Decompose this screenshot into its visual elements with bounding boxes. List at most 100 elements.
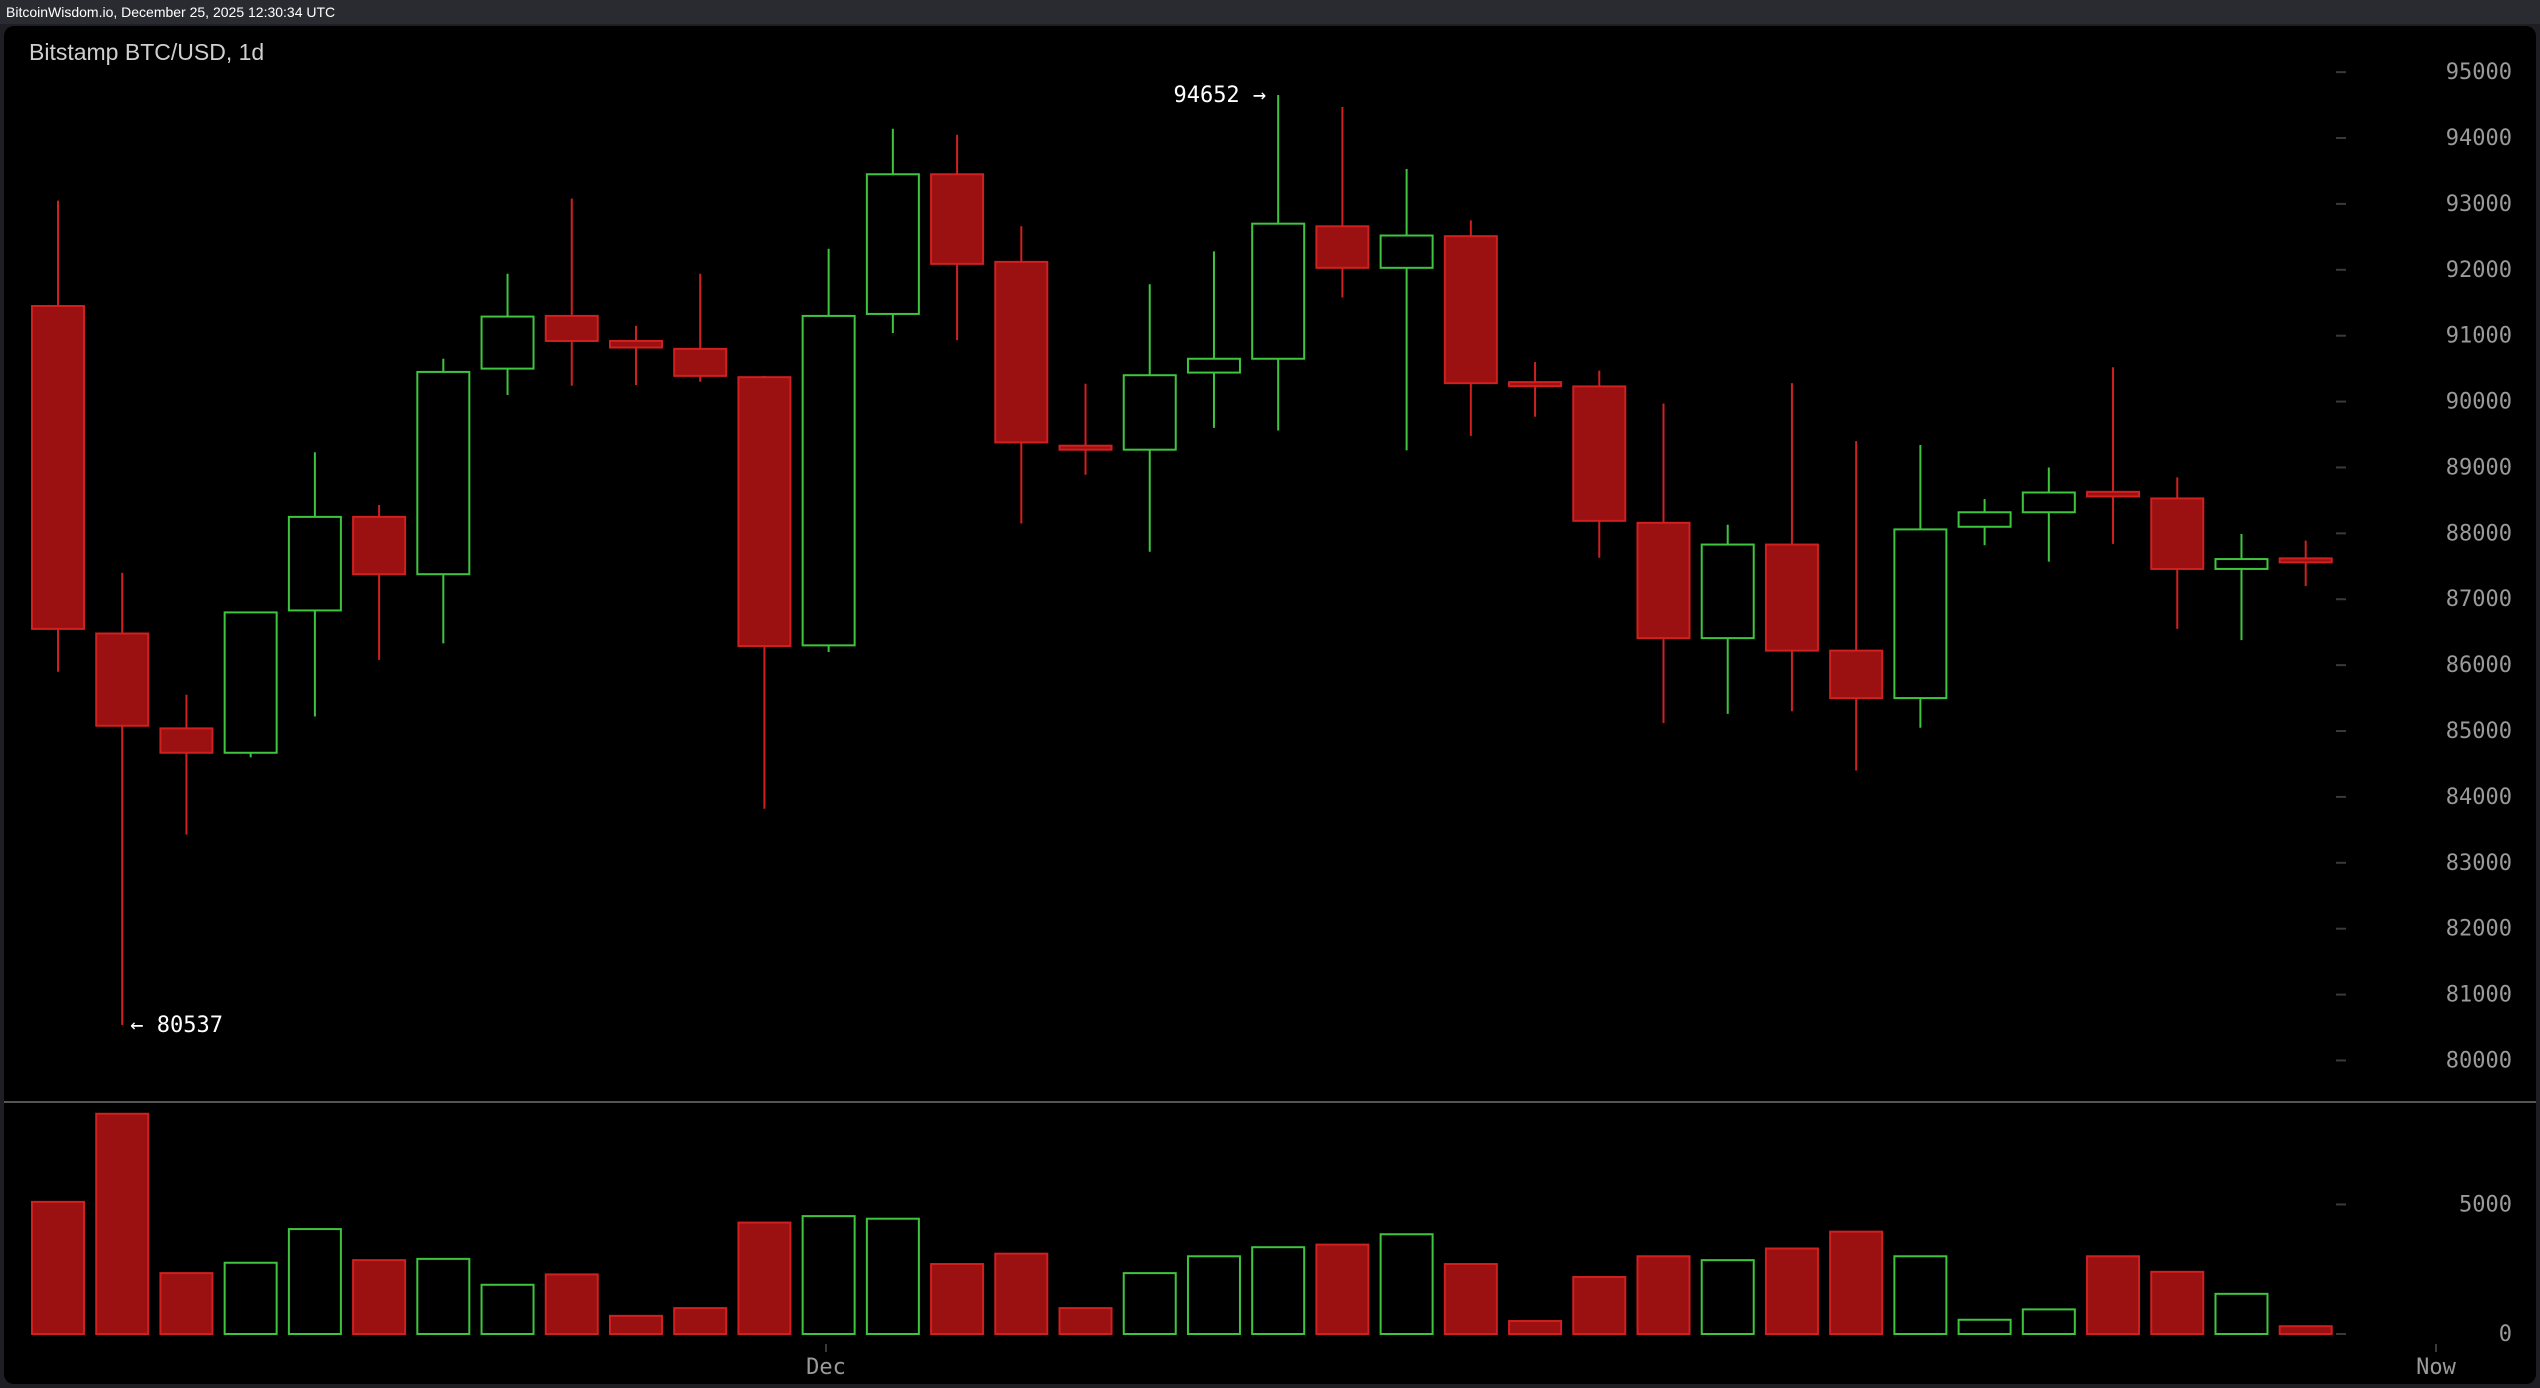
candle[interactable] — [865, 128, 920, 334]
candle[interactable] — [801, 248, 856, 652]
candle[interactable] — [608, 325, 663, 386]
volume-bar-up[interactable] — [223, 1261, 278, 1335]
price-tick-label: 91000 — [2446, 324, 2512, 349]
volume-bar-down[interactable] — [352, 1259, 407, 1335]
candle[interactable] — [673, 273, 728, 382]
candle[interactable] — [31, 200, 85, 672]
candle[interactable] — [159, 694, 214, 835]
volume-bar-down[interactable] — [1636, 1255, 1691, 1335]
volume-bar-down[interactable] — [1058, 1307, 1113, 1336]
volume-bar-down[interactable] — [95, 1112, 150, 1335]
candle[interactable] — [994, 226, 1049, 524]
volume-bar-down[interactable] — [608, 1314, 663, 1336]
price-tick-label: 83000 — [2446, 851, 2512, 876]
volume-bars-layer — [31, 1112, 2333, 1336]
candle[interactable] — [1893, 445, 1948, 728]
candle-body-up — [287, 515, 342, 612]
volume-bar-down[interactable] — [2278, 1325, 2333, 1336]
candle-body-down — [1572, 385, 1627, 522]
price-tick-label: 86000 — [2446, 653, 2512, 678]
candle-body-down — [352, 515, 407, 576]
volume-bar-up[interactable] — [1379, 1233, 1434, 1335]
price-tick-label: 84000 — [2446, 785, 2512, 810]
candle[interactable] — [1508, 362, 1563, 417]
volume-bar-up[interactable] — [1893, 1255, 1948, 1335]
volume-bar-down[interactable] — [2150, 1270, 2205, 1336]
candle[interactable] — [1829, 441, 1884, 771]
candle[interactable] — [287, 452, 342, 717]
volume-bar-up[interactable] — [416, 1257, 471, 1336]
volume-bar-up[interactable] — [1251, 1246, 1306, 1336]
candle[interactable] — [1636, 403, 1691, 724]
candle[interactable] — [95, 572, 150, 1026]
candle[interactable] — [2021, 467, 2076, 562]
volume-tick-label: 0 — [2499, 1322, 2512, 1347]
candle-body-down — [1443, 235, 1498, 385]
volume-bar-down[interactable] — [31, 1200, 85, 1336]
candle-body-up — [223, 611, 278, 754]
candlestick-chart[interactable]: Bitstamp BTC/USD, 1d 80000 81000 82000 8300… — [4, 26, 2536, 1384]
volume-bar-up[interactable] — [865, 1217, 920, 1336]
volume-bar-down[interactable] — [673, 1307, 728, 1336]
candle-body-up — [1379, 234, 1434, 269]
candle[interactable] — [416, 358, 471, 644]
time-axis: Dec Now — [806, 1344, 2457, 1380]
volume-axis: 0 5000 — [2336, 1192, 2512, 1347]
candle[interactable] — [480, 273, 535, 395]
candle[interactable] — [1443, 220, 1498, 436]
candle[interactable] — [930, 134, 985, 341]
candle-body-down — [2150, 497, 2205, 570]
volume-bar-down[interactable] — [994, 1252, 1049, 1335]
volume-bar-up[interactable] — [1186, 1255, 1241, 1335]
volume-bar-up[interactable] — [801, 1215, 856, 1336]
volume-bar-down[interactable] — [159, 1272, 214, 1336]
chart-frame: Bitstamp BTC/USD, 1d 80000 81000 82000 8300… — [4, 26, 2536, 1384]
candle[interactable] — [2278, 540, 2333, 587]
candle[interactable] — [2086, 367, 2141, 544]
volume-bar-down[interactable] — [1508, 1320, 1563, 1335]
price-tick-label: 88000 — [2446, 521, 2512, 546]
candle[interactable] — [1764, 383, 1819, 712]
price-tick-label: 89000 — [2446, 455, 2512, 480]
candle[interactable] — [1058, 383, 1113, 475]
candle[interactable] — [2214, 534, 2269, 641]
candle[interactable] — [1186, 251, 1241, 428]
candle[interactable] — [223, 611, 278, 758]
volume-bar-down[interactable] — [544, 1273, 599, 1335]
volume-bar-down[interactable] — [1572, 1276, 1627, 1335]
candle[interactable] — [544, 198, 599, 386]
candle[interactable] — [352, 505, 407, 660]
volume-bar-down[interactable] — [1829, 1230, 1884, 1335]
price-axis: 80000 81000 82000 83000 84000 85000 86000 87000… — [2336, 60, 2512, 1073]
volume-bar-up[interactable] — [1122, 1272, 1177, 1336]
candle-body-down — [2086, 490, 2141, 498]
candle-body-up — [1957, 511, 2012, 528]
volume-bar-down[interactable] — [1764, 1247, 1819, 1335]
volume-bar-up[interactable] — [287, 1228, 342, 1336]
volume-bar-up[interactable] — [480, 1283, 535, 1335]
volume-bar-up[interactable] — [2021, 1308, 2076, 1335]
candle-body-down — [31, 305, 85, 630]
price-tick-label: 92000 — [2446, 258, 2512, 283]
volume-bar-down[interactable] — [2086, 1255, 2141, 1335]
candle-body-up — [2021, 491, 2076, 514]
price-tick-label: 87000 — [2446, 587, 2512, 612]
candle[interactable] — [1251, 95, 1306, 431]
candle[interactable] — [1122, 284, 1177, 552]
candle[interactable] — [1700, 524, 1755, 714]
volume-bar-up[interactable] — [1957, 1318, 2012, 1335]
candle[interactable] — [1379, 168, 1434, 451]
candle[interactable] — [1572, 370, 1627, 558]
volume-bar-down[interactable] — [1315, 1243, 1370, 1336]
volume-bar-down[interactable] — [1443, 1263, 1498, 1335]
volume-bar-up[interactable] — [2214, 1292, 2269, 1336]
candle[interactable] — [2150, 477, 2205, 629]
candle-body-down — [1829, 649, 1884, 700]
candle[interactable] — [737, 375, 792, 809]
candle[interactable] — [1957, 499, 2012, 546]
volume-bar-down[interactable] — [737, 1221, 792, 1336]
volume-bar-down[interactable] — [930, 1263, 985, 1335]
candle-body-up — [1700, 543, 1755, 640]
candle[interactable] — [1315, 107, 1370, 298]
volume-bar-up[interactable] — [1700, 1259, 1755, 1335]
